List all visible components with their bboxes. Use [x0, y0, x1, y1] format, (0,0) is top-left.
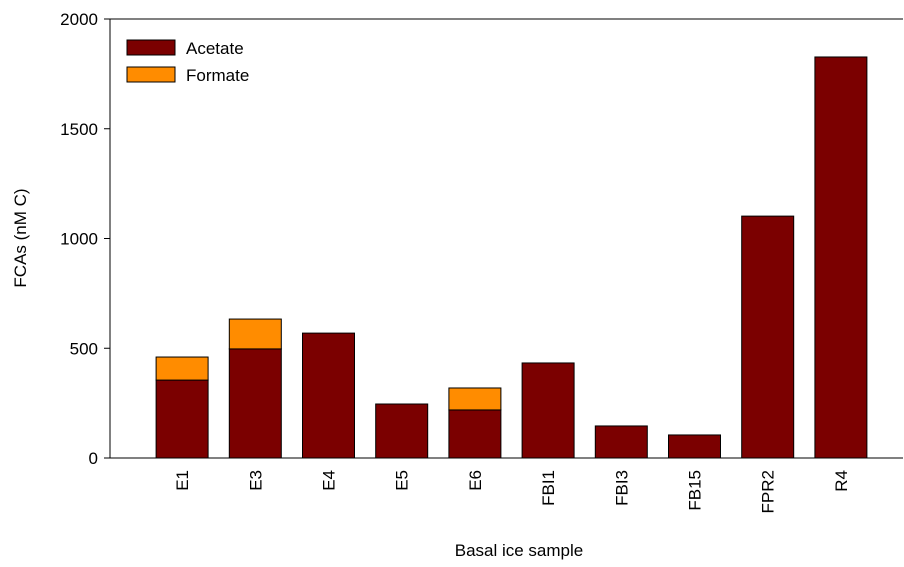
bar [741, 215, 795, 459]
x-axis-label: Basal ice sample [455, 541, 584, 560]
bar [521, 362, 575, 459]
bar [155, 356, 209, 381]
bar [814, 56, 868, 459]
bar [375, 403, 429, 459]
legend-swatch [126, 39, 176, 56]
legend-label: Acetate [186, 39, 244, 58]
x-tick-label: E4 [320, 470, 339, 491]
y-tick-label: 500 [70, 339, 98, 358]
bar [668, 434, 721, 459]
bar [302, 332, 355, 459]
x-tick-label: E6 [466, 470, 485, 491]
bar [448, 387, 502, 411]
bar [155, 379, 209, 459]
x-tick-label: FBI1 [539, 470, 558, 506]
x-tick-label: FBI3 [612, 470, 631, 506]
y-tick-label: 1000 [60, 230, 98, 249]
y-tick-label: 2000 [60, 10, 98, 29]
legend-swatch [126, 66, 176, 83]
y-axis-label: FCAs (nM C) [11, 188, 30, 287]
bar [228, 318, 282, 350]
bar [594, 425, 648, 459]
legend-label: Formate [186, 66, 249, 85]
x-tick-label: R4 [832, 470, 851, 492]
x-tick-label: E1 [173, 470, 192, 491]
bar [228, 348, 282, 459]
bar [448, 409, 502, 459]
x-tick-label: E5 [393, 470, 412, 491]
x-tick-label: FB15 [686, 470, 705, 511]
y-tick-label: 0 [89, 449, 98, 468]
x-tick-label: E3 [246, 470, 265, 491]
x-tick-label: FPR2 [759, 470, 778, 513]
y-tick-label: 1500 [60, 120, 98, 139]
